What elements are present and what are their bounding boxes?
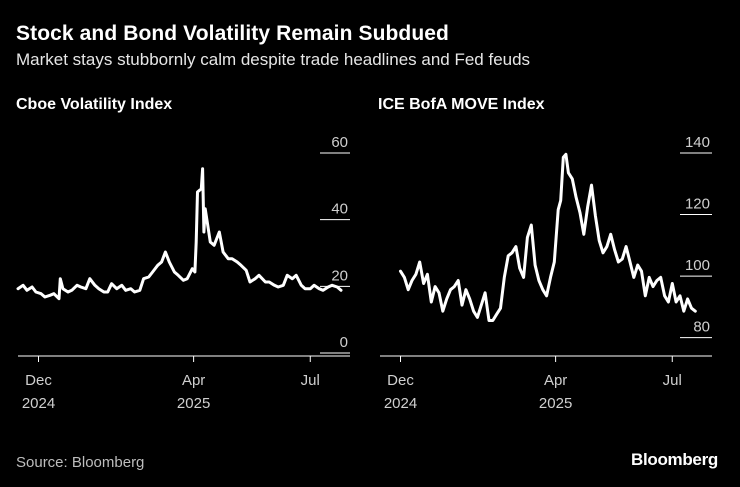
move-panel-title: ICE BofA MOVE Index: [378, 96, 545, 113]
y-tick-label: 40: [331, 201, 348, 218]
x-tick-label-month: Apr: [544, 372, 567, 389]
x-tick-label-month: Dec: [387, 372, 414, 389]
y-tick-label: 0: [340, 334, 348, 351]
vix-panel-title: Cboe Volatility Index: [16, 96, 173, 113]
bloomberg-logo: Bloomberg: [630, 450, 718, 469]
series-line: [399, 152, 697, 322]
y-tick-label: 100: [685, 257, 710, 274]
x-tick-label-year: 2024: [384, 395, 417, 412]
x-tick-label-month: Dec: [25, 372, 52, 389]
y-tick-label: 80: [693, 319, 710, 336]
x-tick-label-year: 2025: [177, 395, 210, 412]
move-chart: 80 100 120 140 Dec 2024 Apr 2025 Jul: [380, 134, 712, 412]
chart-subtitle: Market stays stubbornly calm despite tra…: [16, 50, 531, 69]
x-tick-label-year: 2025: [539, 395, 572, 412]
chart-title: Stock and Bond Volatility Remain Subdued: [16, 22, 449, 45]
y-tick-label: 140: [685, 134, 710, 151]
x-tick-label-month: Jul: [301, 372, 320, 389]
vix-chart: 0 20 40 60 Dec 2024 Apr 2025 Jul: [16, 134, 350, 412]
y-tick-label: 60: [331, 134, 348, 151]
x-tick-label-month: Jul: [663, 372, 682, 389]
x-tick-label-year: 2024: [22, 395, 55, 412]
y-tick-label: 20: [331, 267, 348, 284]
source-note: Source: Bloomberg: [16, 454, 145, 471]
series-line: [16, 167, 343, 301]
x-tick-label-month: Apr: [182, 372, 205, 389]
y-tick-label: 120: [685, 196, 710, 213]
